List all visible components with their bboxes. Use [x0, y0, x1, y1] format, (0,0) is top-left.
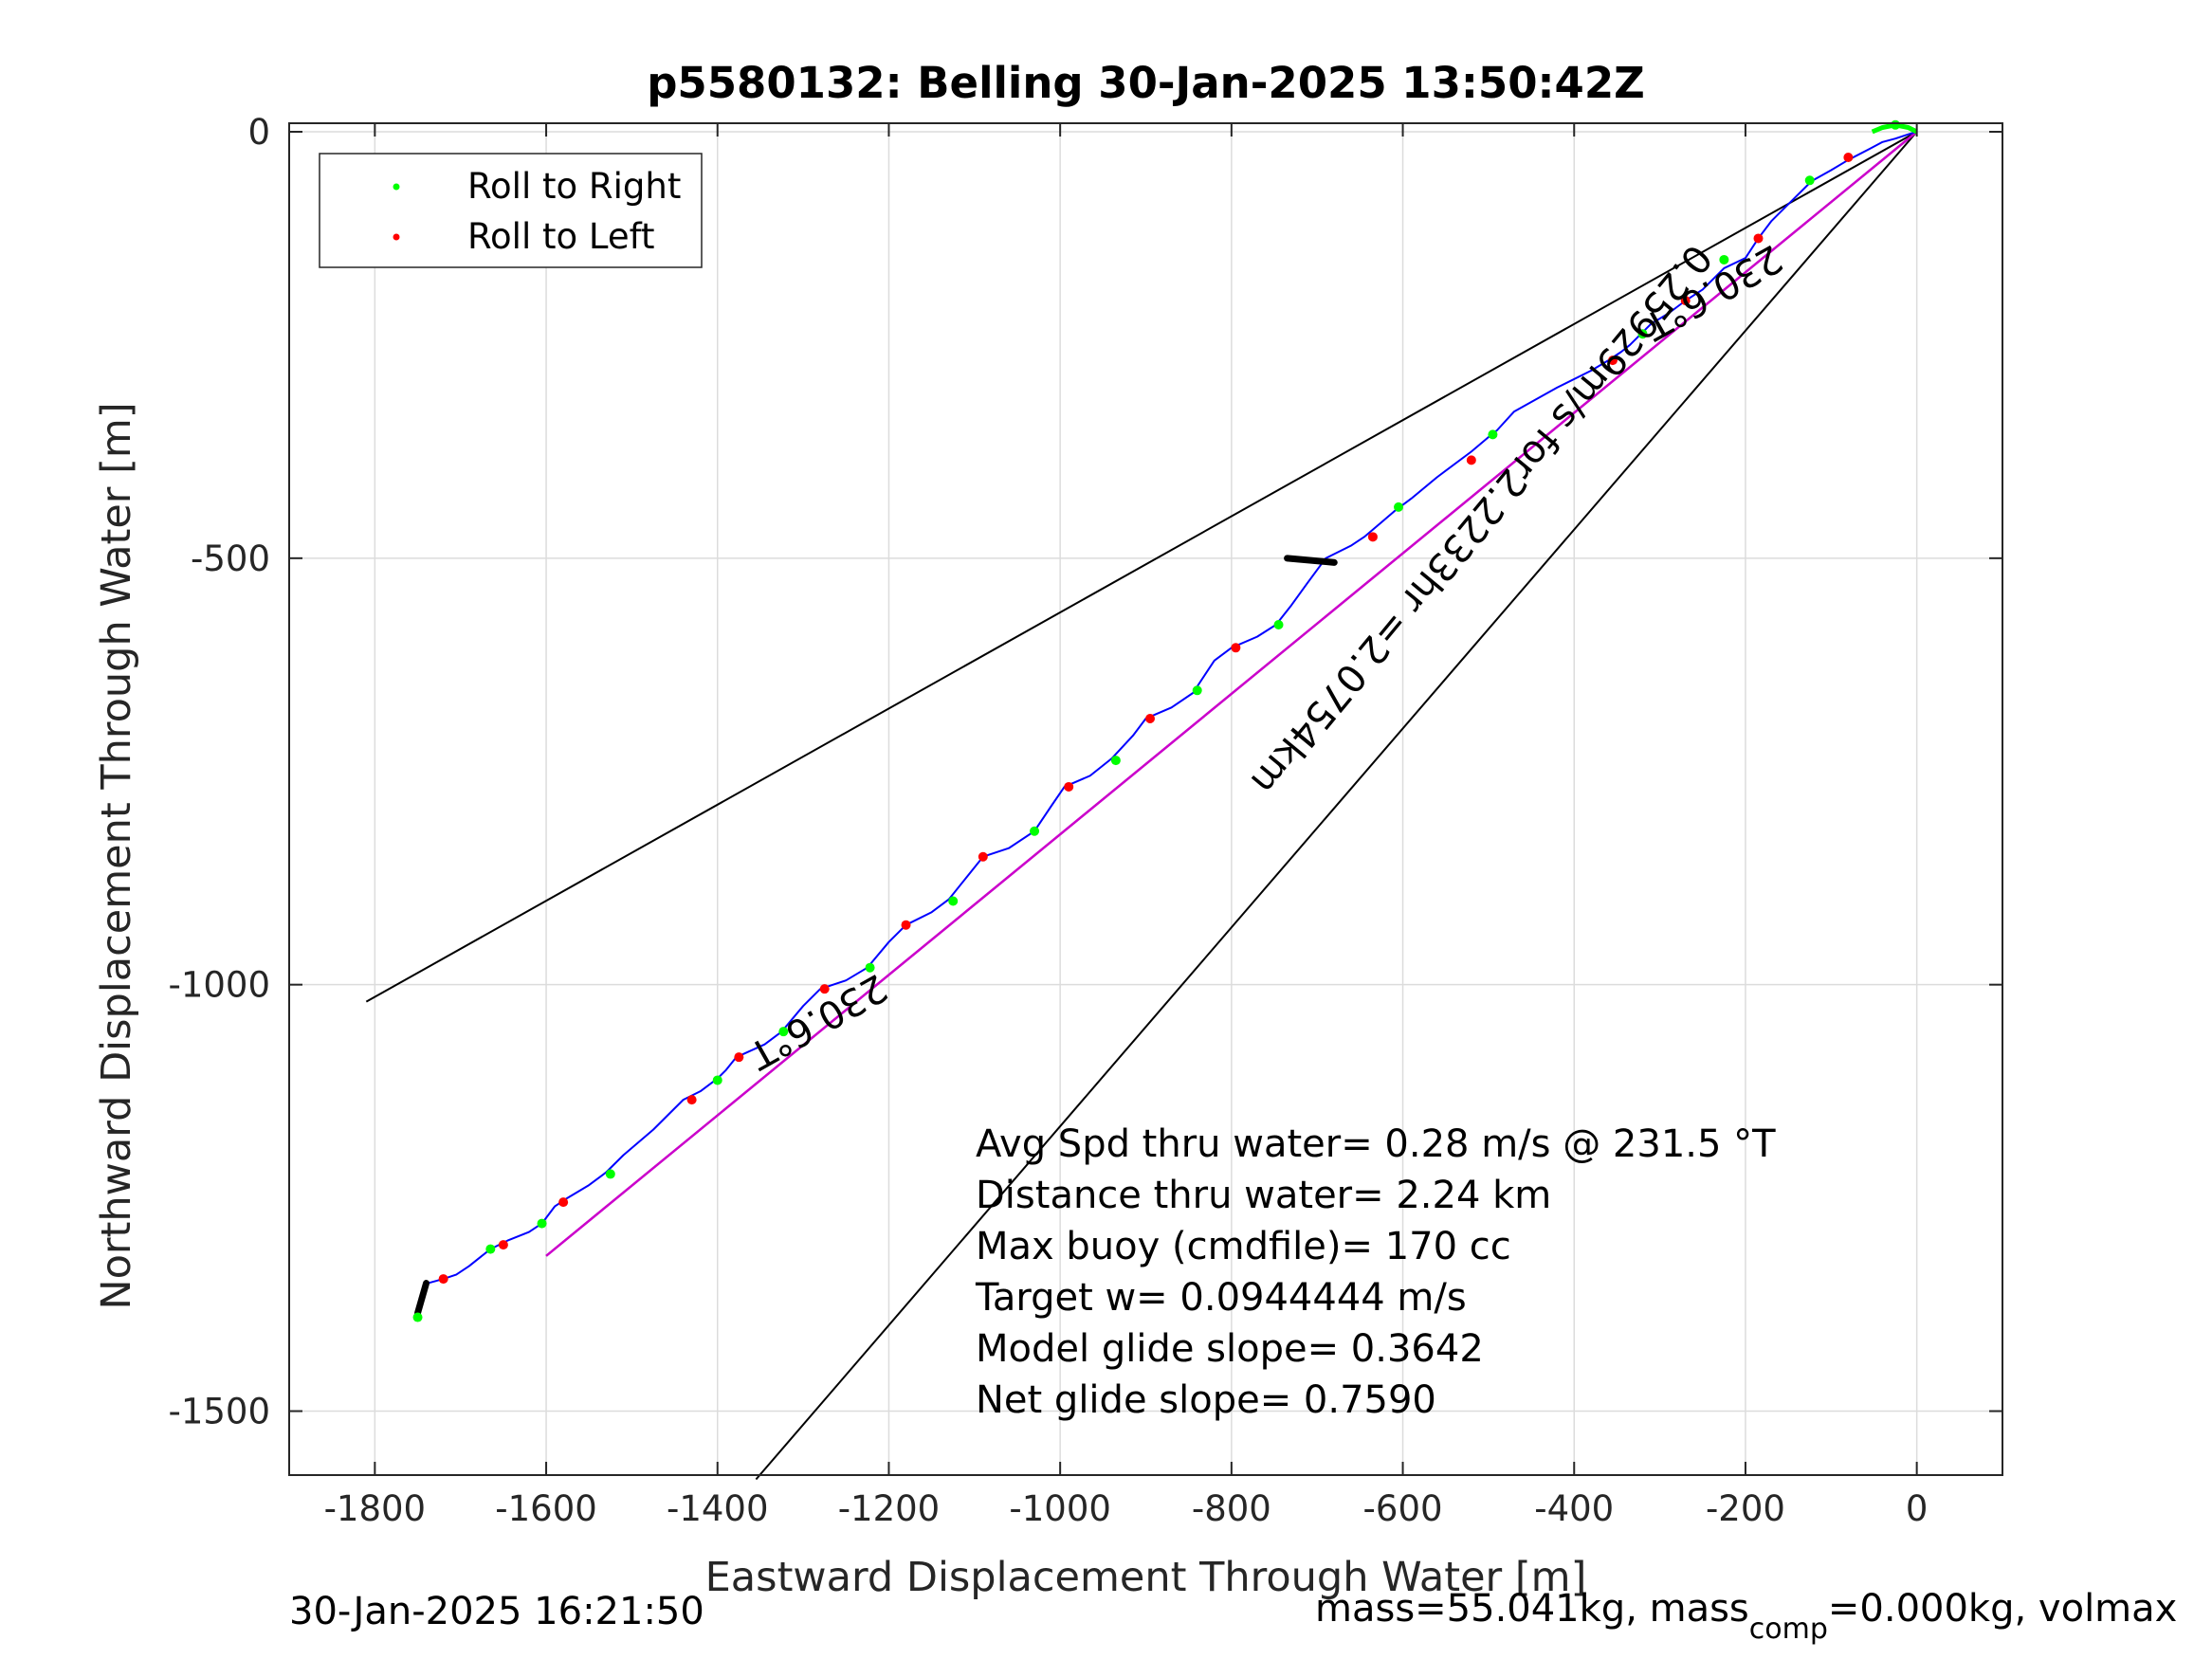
- x-tick-label: -1800: [324, 1488, 427, 1529]
- roll-right-point: [412, 1312, 423, 1322]
- roll-left-point: [978, 851, 988, 862]
- roll-markers: [412, 119, 1901, 1322]
- roll-left-point: [1231, 643, 1241, 653]
- roll-right-point: [1192, 685, 1202, 696]
- roll-right-point: [948, 896, 959, 906]
- roll-left-point: [1680, 296, 1691, 306]
- chart-title: p5580132: Belling 30-Jan-2025 13:50:42Z: [647, 58, 1645, 108]
- annotation-max-buoy: Max buoy (cmdfile)= 170 cc: [976, 1225, 1511, 1268]
- y-tick-label: -500: [191, 538, 270, 579]
- roll-left-point: [558, 1197, 569, 1208]
- roll-left-point: [498, 1240, 508, 1250]
- roll-right-point: [1394, 501, 1404, 512]
- x-tick-label: -600: [1363, 1488, 1443, 1529]
- roll-left-point: [1607, 356, 1618, 366]
- legend-label-roll-left: Roll to Left: [467, 216, 655, 257]
- stats-annotation: Avg Spd thru water= 0.28 m/s @ 231.5 °T …: [975, 1122, 1776, 1422]
- roll-left-point: [901, 920, 911, 930]
- legend-label-roll-right: Roll to Right: [467, 166, 681, 207]
- annotation-distance: Distance thru water= 2.24 km: [976, 1174, 1551, 1217]
- roll-right-point: [485, 1244, 496, 1254]
- reference-line-2: [755, 131, 1918, 1481]
- roll-left-point: [1466, 455, 1476, 465]
- x-tick-label: -1600: [495, 1488, 597, 1529]
- roll-left-point: [438, 1274, 448, 1285]
- y-tick-label: -1000: [168, 965, 270, 1006]
- y-tick-label: -1500: [168, 1392, 270, 1432]
- x-tick-label: -1400: [667, 1488, 769, 1529]
- y-tick-label: 0: [247, 112, 270, 153]
- axes-background: [289, 123, 2002, 1475]
- roll-right-point: [778, 1027, 789, 1037]
- footer-timestamp: 30-Jan-2025 16:21:50: [289, 1590, 704, 1633]
- black-segment-0: [1284, 555, 1338, 566]
- grid: [289, 123, 2002, 1475]
- x-tick-label: -400: [1534, 1488, 1614, 1529]
- legend-marker-roll-left: [393, 233, 400, 241]
- roll-right-point: [1110, 756, 1121, 766]
- footer-mass-subscript: comp: [1749, 1613, 1828, 1646]
- roll-right-point: [1637, 329, 1648, 339]
- roll-left-point: [819, 984, 830, 994]
- roll-right-point: [537, 1218, 547, 1229]
- roll-left-point: [686, 1095, 697, 1105]
- annotation-target-w: Target w= 0.0944444 m/s: [975, 1276, 1467, 1320]
- roll-left-point: [1064, 781, 1074, 792]
- roll-left-point: [1843, 152, 1854, 162]
- legend-box: [319, 153, 703, 268]
- legend: Roll to Right Roll to Left: [319, 153, 703, 268]
- legend-marker-roll-right: [393, 183, 400, 191]
- ticks: -1800 -1600 -1400 -1200 -1000 -800 -600 -400 -20…: [168, 112, 2002, 1529]
- roll-left-point: [1367, 532, 1378, 542]
- roll-left-point: [1145, 713, 1156, 723]
- footer-mass: mass=55.041kg, masscomp=0.000kg, volmax: [1315, 1587, 2177, 1646]
- axes-box: [288, 122, 2003, 1476]
- roll-right-point: [1719, 254, 1729, 264]
- roll-right-point: [605, 1169, 615, 1179]
- x-tick-label: -1000: [1009, 1488, 1111, 1529]
- footer-mass-main: mass=55.041kg, mass: [1315, 1587, 1749, 1631]
- x-tick-label: -800: [1192, 1488, 1271, 1529]
- footer-mass-rest: =0.000kg, volmax: [1828, 1587, 2177, 1631]
- y-axis-label: Northward Displacement Through Water [m]: [93, 402, 140, 1309]
- roll-right-point: [1891, 119, 1901, 130]
- roll-right-point: [1488, 429, 1498, 440]
- x-tick-label: -200: [1706, 1488, 1785, 1529]
- roll-right-point: [1030, 826, 1040, 836]
- roll-right-point: [1804, 175, 1815, 186]
- annotation-avg-speed: Avg Spd thru water= 0.28 m/s @ 231.5 °T: [976, 1122, 1776, 1166]
- reference-line-0: [365, 131, 1918, 1003]
- roll-right-point: [865, 962, 875, 973]
- roll-right-point: [712, 1075, 722, 1085]
- x-tick-label: 0: [1906, 1488, 1929, 1529]
- roll-left-point: [1753, 233, 1764, 244]
- x-axis-label: Eastward Displacement Through Water [m]: [705, 1554, 1587, 1601]
- annotation-net-glide-slope: Net glide slope= 0.7590: [976, 1378, 1436, 1422]
- reference-line-3: [545, 131, 1918, 1257]
- annotation-model-glide-slope: Model glide slope= 0.3642: [976, 1327, 1484, 1371]
- reference-lines: [365, 131, 1918, 1481]
- roll-right-point: [1273, 620, 1284, 630]
- x-tick-label: -1200: [838, 1488, 941, 1529]
- roll-left-point: [734, 1052, 744, 1063]
- black-segment-1: [414, 1280, 430, 1317]
